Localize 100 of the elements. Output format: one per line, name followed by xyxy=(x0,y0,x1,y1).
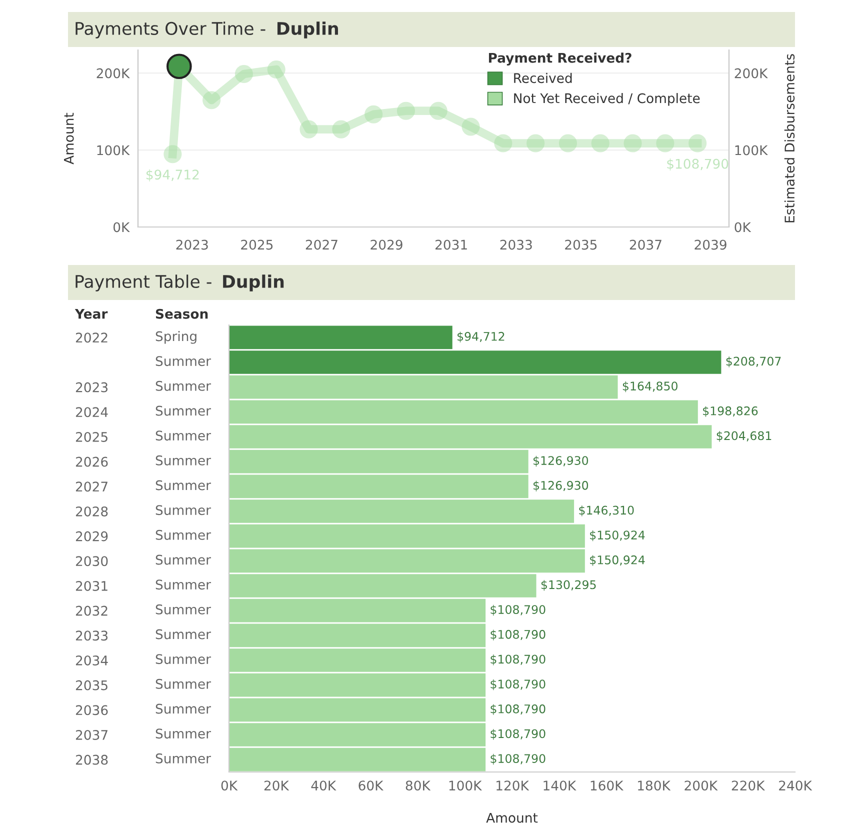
x-tick-label: 200K xyxy=(684,780,718,791)
y-tick-label: 2028 xyxy=(76,506,108,516)
point xyxy=(396,102,415,120)
x-tick-label: 2035 xyxy=(565,240,597,250)
data-label: $198,826 xyxy=(703,406,758,417)
text: Summer xyxy=(156,455,211,466)
y2-tick-label: 100K xyxy=(735,145,768,156)
y-tick-label: 2035 xyxy=(76,680,108,690)
y-axis-title: Amount xyxy=(64,112,74,164)
y-tick-label: 2030 xyxy=(76,556,108,566)
point xyxy=(164,145,182,164)
y-tick-label: 2025 xyxy=(76,432,108,442)
data-label: $146,310 xyxy=(579,506,634,516)
data-label: $130,295 xyxy=(541,580,596,591)
x-tick-label: 220K xyxy=(732,780,766,791)
x-tick-label: 240K xyxy=(779,780,812,791)
y-tick-label: 2036 xyxy=(76,705,108,716)
text: Summer xyxy=(156,380,211,391)
text: Summer xyxy=(156,530,211,540)
x-tick-label: 2033 xyxy=(500,240,532,250)
y2-tick-label: 200K xyxy=(734,68,768,78)
text: Summer xyxy=(156,430,211,441)
y-tick-label: 0K xyxy=(113,222,130,232)
point xyxy=(558,134,577,152)
x-tick-label: 2023 xyxy=(176,240,208,250)
text: Summer xyxy=(156,728,211,739)
data-label: $204,681 xyxy=(716,431,772,442)
point xyxy=(526,134,545,152)
y-tick-label: 2023 xyxy=(76,382,108,392)
y-tick-label: 2022 xyxy=(76,332,108,343)
data-label: $108,790 xyxy=(490,754,546,765)
data-label: $126,930 xyxy=(533,480,588,492)
point xyxy=(234,64,253,84)
data-label: $108,790 xyxy=(490,654,546,666)
x-tick-label: 2025 xyxy=(241,240,273,250)
point xyxy=(332,120,350,138)
x-tick-label: 100K xyxy=(449,780,482,791)
y-tick-label: 2024 xyxy=(76,407,108,418)
text: Summer xyxy=(156,480,211,490)
data-label: $108,790 xyxy=(490,679,546,690)
data-label: $108,790 xyxy=(490,630,546,640)
x-tick-label: 2039 xyxy=(694,240,726,250)
text: Spring xyxy=(156,331,196,344)
y-tick-label: 2029 xyxy=(76,531,108,542)
point xyxy=(462,118,480,136)
legend-label: Received xyxy=(514,72,572,84)
x-tick-label: 0K xyxy=(221,780,238,791)
point xyxy=(591,134,610,152)
y-tick-label: 2026 xyxy=(76,456,108,467)
text: Summer xyxy=(156,678,211,689)
text: Summer xyxy=(156,753,211,764)
x-tick-label: 140K xyxy=(544,780,576,791)
x-axis-title: Amount xyxy=(486,812,538,823)
point xyxy=(202,91,221,110)
x-tick-label: 120K xyxy=(496,780,530,791)
x-tick-label: 60K xyxy=(358,780,384,791)
chart-title: Payment Table - Duplin xyxy=(76,274,284,292)
x-tick-label: 2029 xyxy=(370,240,402,250)
text: Summer xyxy=(156,505,211,516)
data-label: $164,850 xyxy=(622,381,678,392)
y-tick-label: 2034 xyxy=(76,655,108,666)
data-label: $150,924 xyxy=(590,555,645,566)
data-label: $108,790 xyxy=(490,604,546,616)
data-label: $108,790 xyxy=(490,729,546,740)
y2-axis-title: Estimated Disbursements xyxy=(784,54,795,222)
text: Season xyxy=(156,308,208,319)
data-label: $150,924 xyxy=(590,530,645,542)
x-tick-label: 80K xyxy=(406,780,431,791)
y-tick-label: 2038 xyxy=(76,754,108,765)
text: Summer xyxy=(156,629,211,640)
y-axis-title: Year xyxy=(74,309,108,319)
text: Summer xyxy=(156,604,211,614)
y-tick-label: 2027 xyxy=(76,482,108,492)
x-tick-label: 2037 xyxy=(630,240,662,250)
x-tick-label: 20K xyxy=(264,780,290,791)
point xyxy=(656,134,674,152)
chart-title: Payments Over Time - Duplin xyxy=(76,22,338,38)
y-tick-label: 200K xyxy=(96,68,130,78)
y-tick-label: 2031 xyxy=(76,580,108,591)
x-tick-label: 160K xyxy=(590,780,624,791)
text: Summer xyxy=(156,554,211,565)
point xyxy=(624,134,642,152)
y-tick-label: 2033 xyxy=(76,630,108,641)
legend-title: Payment Received? xyxy=(488,52,632,66)
data-label: $94,712 xyxy=(146,169,199,182)
x-tick-label: 2027 xyxy=(306,240,338,250)
point xyxy=(688,134,707,152)
point xyxy=(364,105,383,124)
point xyxy=(300,120,318,138)
data-label: $108,790 xyxy=(667,158,728,171)
text: Summer xyxy=(156,654,211,664)
text: Summer xyxy=(156,704,211,714)
data-label: $126,930 xyxy=(533,456,588,467)
x-tick-label: 40K xyxy=(311,780,336,791)
data-label: $208,707 xyxy=(726,356,781,368)
point xyxy=(267,60,286,79)
point xyxy=(494,134,512,152)
y-tick-label: 2032 xyxy=(76,606,108,616)
x-tick-label: 180K xyxy=(638,780,671,791)
y2-tick-label: 0K xyxy=(734,222,752,232)
